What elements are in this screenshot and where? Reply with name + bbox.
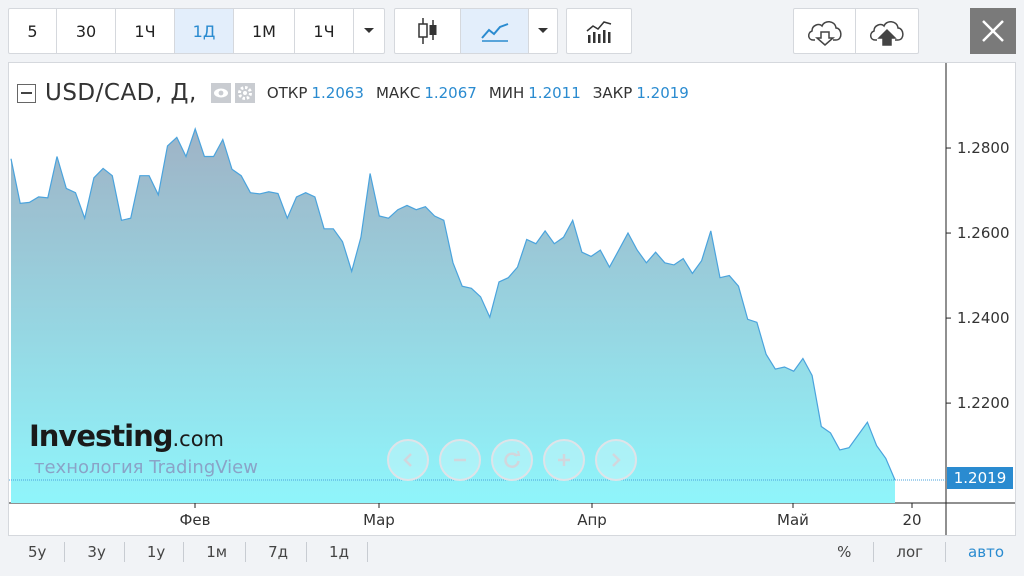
indicators-button[interactable] <box>567 9 631 53</box>
upload-cloud-icon <box>870 21 904 46</box>
symbol-title: USD/CAD, Д, <box>45 80 197 106</box>
interval-1h-button[interactable]: 1Ч <box>116 9 175 53</box>
y-tick-label: 1.2200 <box>957 394 1010 412</box>
interval-group: 5 30 1Ч 1Д 1М 1Ч <box>8 8 385 54</box>
log-scale-button[interactable]: лог <box>874 542 947 562</box>
refresh-icon <box>504 451 521 468</box>
chart-type-group <box>394 8 558 54</box>
chevron-right-icon <box>612 453 621 467</box>
candlestick-icon <box>417 18 436 44</box>
close-value: 1.2019 <box>636 84 689 102</box>
x-tick-label: Фев <box>180 511 211 529</box>
chart-panel[interactable]: 1.2200 1.2400 1.2600 1.2800 Фев Мар Апр Май 20 U… <box>8 62 1016 536</box>
indicators-group <box>566 8 632 54</box>
dropdown-icon <box>538 28 548 33</box>
close-icon <box>982 20 1004 42</box>
interval-1mo-button[interactable]: 1М <box>234 9 295 53</box>
close-button[interactable] <box>970 8 1016 54</box>
chart-type-dropdown-button[interactable] <box>529 9 557 53</box>
area-chart-icon <box>480 23 508 42</box>
interval-extra-button[interactable]: 1Ч <box>295 9 354 53</box>
range-1y-button[interactable]: 1у <box>125 542 185 562</box>
range-3y-button[interactable]: 3у <box>65 542 125 562</box>
upload-button[interactable] <box>856 9 918 53</box>
auto-scale-button[interactable]: авто <box>968 543 1004 561</box>
range-bar: 5у 3у 1у 1м 7д 1д % лог авто <box>8 538 1016 566</box>
chevron-left-icon <box>403 453 412 467</box>
x-tick-label: Мар <box>363 511 395 529</box>
collapse-legend-button[interactable] <box>17 83 36 103</box>
investing-watermark: Investing.com технология TradingView <box>29 419 258 478</box>
x-tick-label: Апр <box>577 511 607 529</box>
x-tick-label: 20 <box>902 511 921 529</box>
interval-1d-button[interactable]: 1Д <box>175 9 234 53</box>
indicators-icon <box>586 21 612 43</box>
price-line <box>10 127 896 481</box>
low-label: МИН <box>488 84 525 102</box>
range-1d-button[interactable]: 1д <box>307 542 368 562</box>
scroll-left-button[interactable] <box>387 439 429 481</box>
dropdown-icon <box>364 28 374 33</box>
open-label: ОТКР <box>266 84 308 102</box>
price-area <box>11 128 895 503</box>
price-chart[interactable]: 1.2200 1.2400 1.2600 1.2800 Фев Мар Апр Май 20 <box>9 63 1015 535</box>
zoom-out-button[interactable] <box>439 439 481 481</box>
investing-logo: Investing.com <box>29 419 225 453</box>
zoom-in-button[interactable] <box>543 439 585 481</box>
plus-icon <box>558 454 570 466</box>
range-7d-button[interactable]: 7д <box>246 542 308 562</box>
download-cloud-icon <box>807 21 842 46</box>
close-label: ЗАКР <box>592 84 633 102</box>
cloud-group <box>793 8 919 54</box>
tradingview-credit: технология TradingView <box>34 457 258 478</box>
y-tick-label: 1.2400 <box>957 309 1010 327</box>
chart-legend: USD/CAD, Д, ОТКР 1.2063 МАКС 1.2067 МИН … <box>17 79 693 107</box>
y-tick-label: 1.2800 <box>957 139 1010 157</box>
low-value: 1.2011 <box>528 84 581 102</box>
interval-30m-button[interactable]: 30 <box>57 9 116 53</box>
download-button[interactable] <box>794 9 856 53</box>
x-tick-label: Май <box>777 511 809 529</box>
scale-options: % лог авто <box>815 542 1016 562</box>
high-value: 1.2067 <box>424 84 477 102</box>
scroll-right-button[interactable] <box>595 439 637 481</box>
range-5y-button[interactable]: 5у <box>8 542 66 562</box>
chart-navigation <box>387 439 637 481</box>
candlestick-button[interactable] <box>395 9 461 53</box>
range-1m-button[interactable]: 1м <box>184 542 247 562</box>
area-chart-button[interactable] <box>461 9 529 53</box>
last-price-tag: 1.2019 <box>947 467 1013 489</box>
eye-icon[interactable] <box>210 83 231 103</box>
toolbar: 5 30 1Ч 1Д 1М 1Ч <box>8 8 1016 54</box>
open-value: 1.2063 <box>311 84 364 102</box>
minus-icon <box>454 458 466 462</box>
high-label: МАКС <box>375 84 421 102</box>
percent-scale-button[interactable]: % <box>815 542 875 562</box>
gear-icon[interactable] <box>234 83 255 103</box>
y-tick-label: 1.2600 <box>957 224 1010 242</box>
interval-dropdown-button[interactable] <box>354 9 384 53</box>
reset-button[interactable] <box>491 439 533 481</box>
interval-5m-button[interactable]: 5 <box>9 9 57 53</box>
